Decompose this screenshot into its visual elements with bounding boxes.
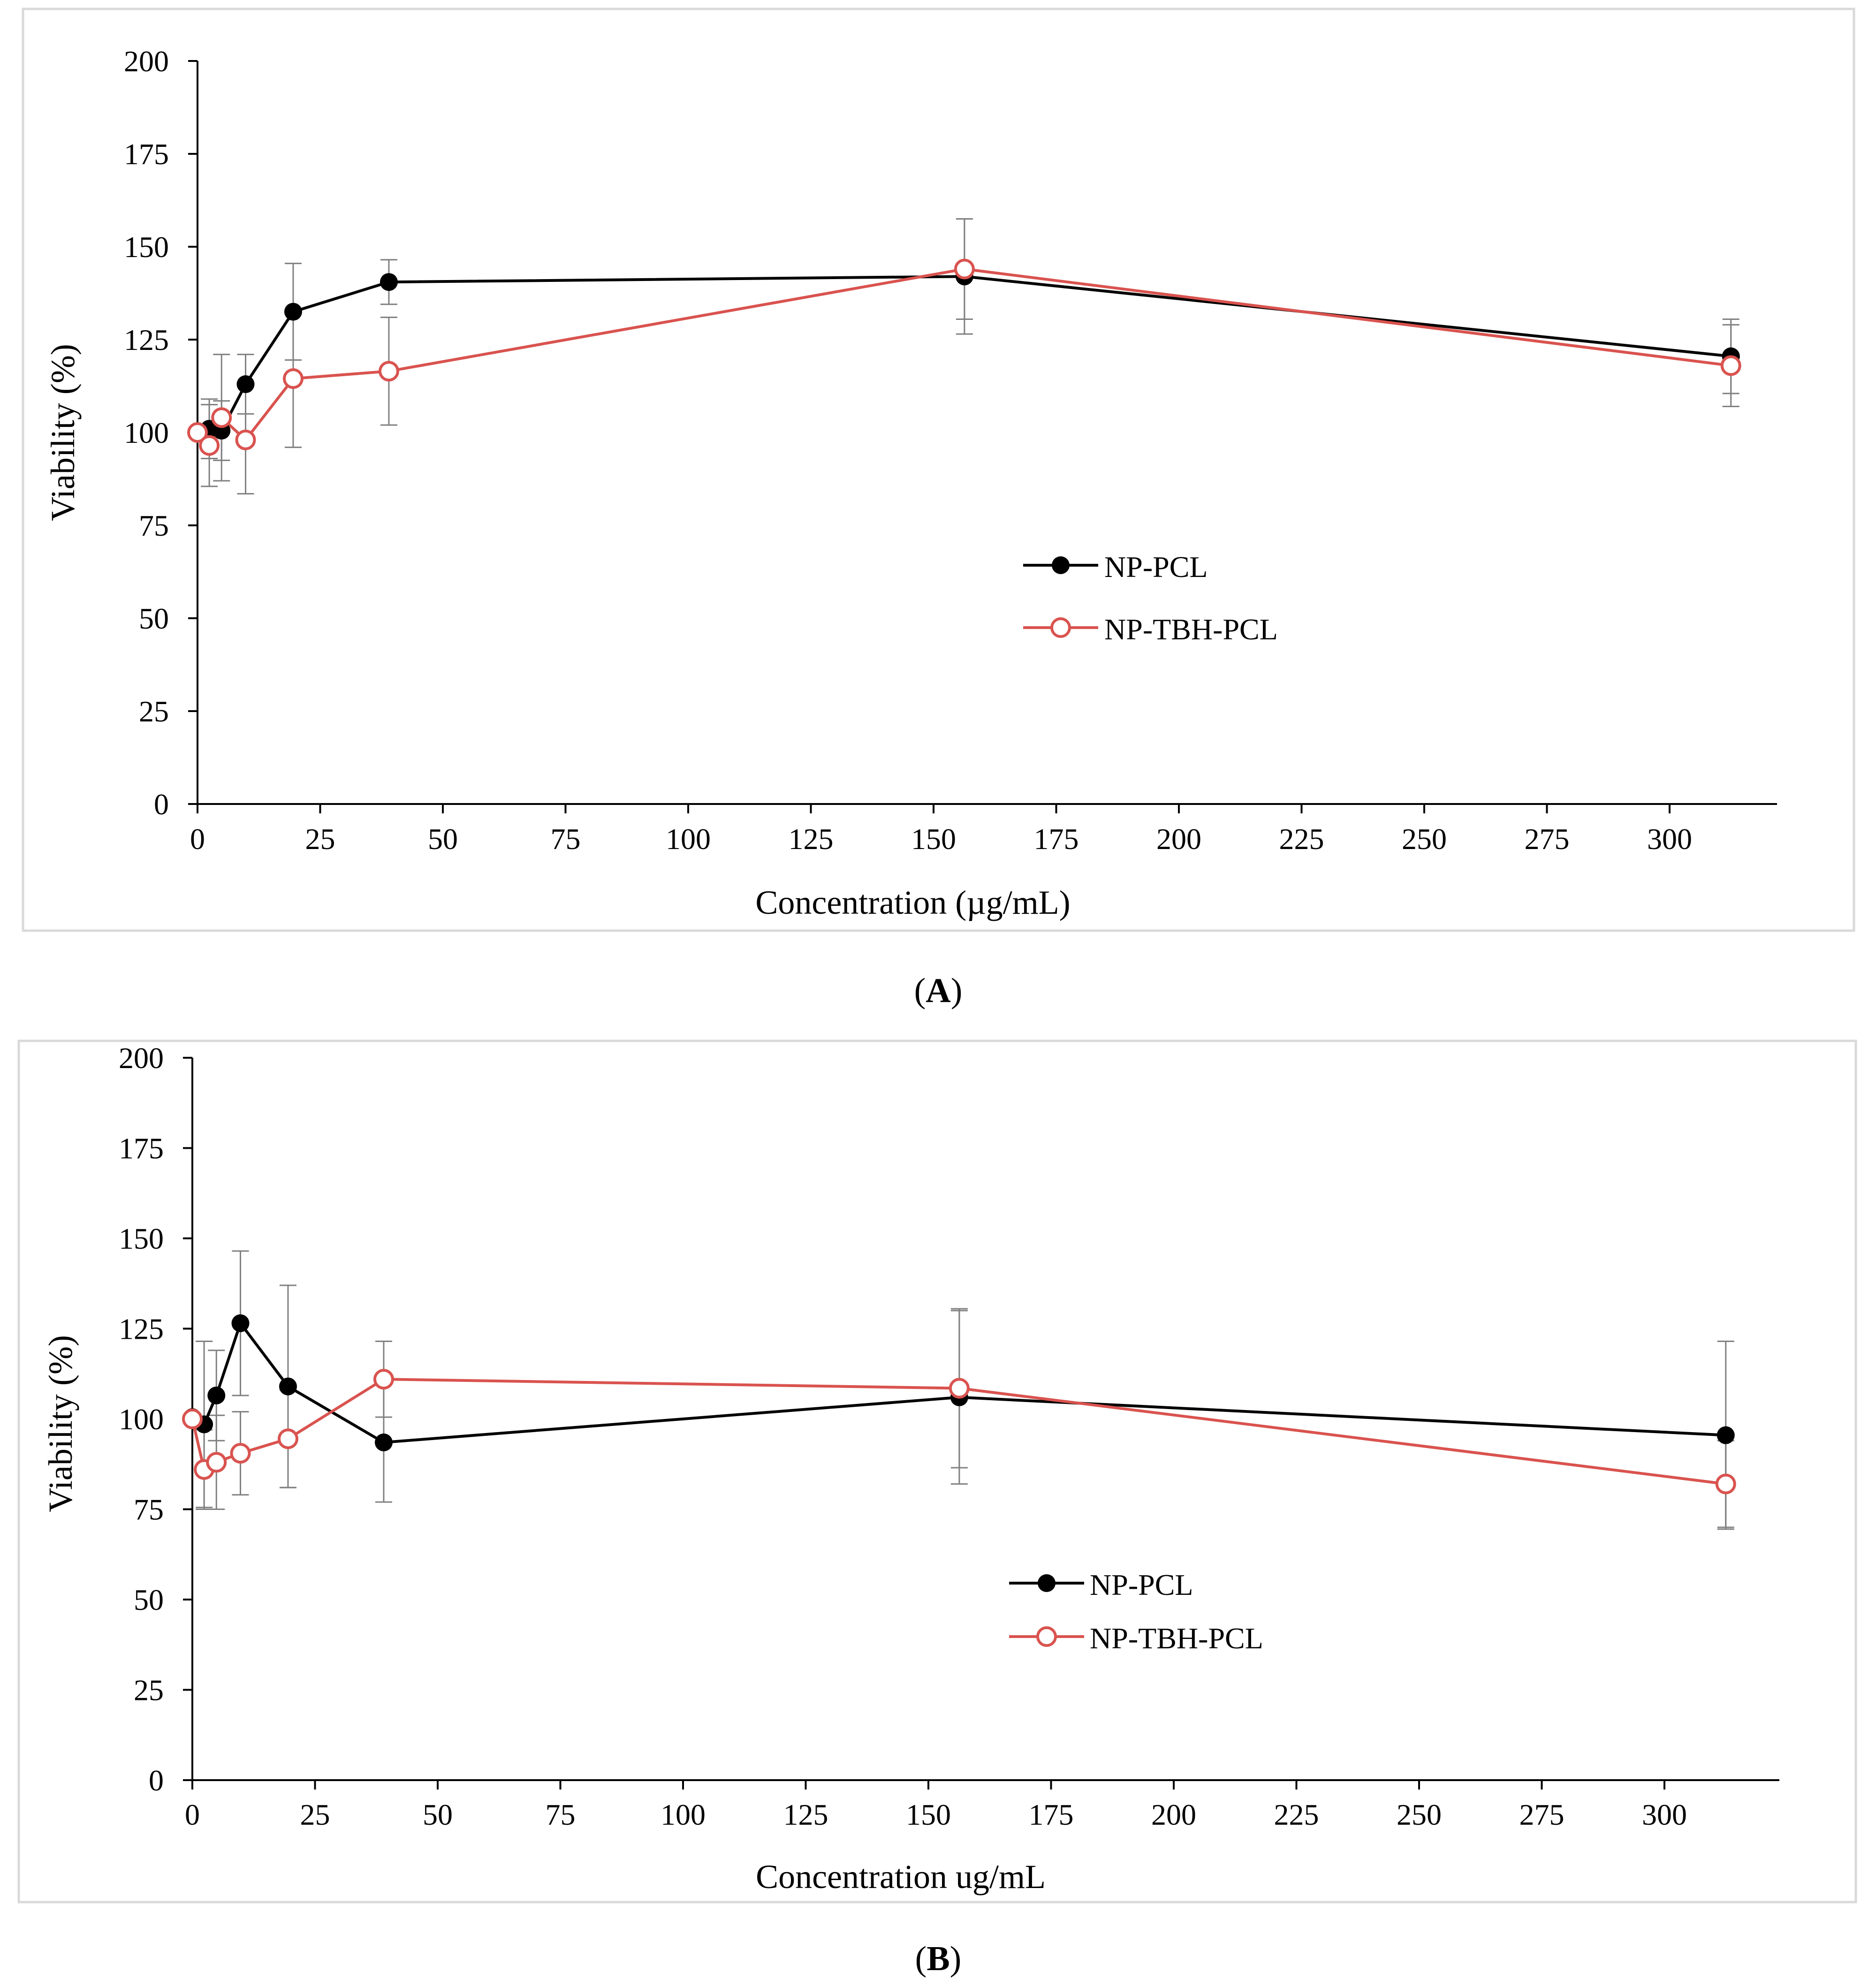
x-tick-label: 0	[185, 1798, 200, 1831]
legend-item-np-pcl: NP-PCL	[1023, 550, 1208, 584]
data-point-np-pcl	[374, 1433, 393, 1452]
y-tick-label: 25	[139, 695, 169, 728]
chart-frame-a	[22, 8, 1855, 932]
panel-label-a: (A)	[914, 971, 963, 1010]
x-tick-label: 50	[423, 1798, 453, 1831]
y-tick-label: 175	[119, 1132, 164, 1165]
legend-label-np-tbh-pcl: NP-TBH-PCL	[1104, 613, 1278, 646]
x-tick-label: 125	[783, 1798, 828, 1831]
legend-marker-np-pcl	[1038, 1574, 1056, 1592]
data-point-np-tbh-pcl	[1715, 1473, 1736, 1494]
x-tick-label: 200	[1156, 822, 1201, 856]
legend-label-np-pcl: NP-PCL	[1104, 550, 1208, 584]
chart-frame-b	[17, 1039, 1857, 1904]
data-point-np-pcl	[1717, 1426, 1735, 1444]
legend-item-np-tbh-pcl: NP-TBH-PCL	[1009, 1622, 1263, 1655]
legend-label-np-tbh-pcl: NP-TBH-PCL	[1090, 1622, 1263, 1655]
data-point-np-tbh-pcl	[206, 1452, 227, 1473]
data-points-b	[182, 1314, 1736, 1494]
data-point-np-tbh-pcl	[230, 1443, 251, 1464]
x-ticks-a: 0 25 50 75 100 125 150 175 200 225 250 275 300	[190, 804, 1692, 856]
x-ticks-b: 0 25 50 75 100 125 150 175 200 225 250 275 300	[185, 1780, 1687, 1831]
x-tick-label: 75	[546, 1798, 576, 1831]
x-tick-label: 175	[1034, 822, 1079, 856]
y-tick-label: 50	[139, 602, 169, 635]
data-point-np-tbh-pcl	[282, 368, 304, 389]
y-tick-label: 50	[134, 1583, 164, 1616]
x-tick-label: 75	[551, 822, 581, 856]
x-axis-label: Concentration ug/mL	[756, 1858, 1046, 1896]
legend-marker-np-tbh-pcl	[1036, 1626, 1057, 1647]
data-point-np-tbh-pcl	[211, 407, 232, 428]
data-point-np-tbh-pcl	[199, 435, 220, 456]
chart-panel-b: 0 25 50 75 100 125 150 175 200 0 25 50 75 100 125 150 1…	[17, 1039, 1857, 1904]
x-tick-label: 300	[1642, 1798, 1687, 1831]
x-tick-label: 25	[300, 1798, 330, 1831]
legend-b: NP-PCL NP-TBH-PCL	[1009, 1568, 1263, 1655]
y-tick-label: 100	[119, 1403, 164, 1436]
data-point-np-tbh-pcl	[954, 258, 975, 280]
x-tick-label: 225	[1274, 1798, 1319, 1831]
data-point-np-tbh-pcl	[187, 422, 208, 443]
panel-label-b: (B)	[915, 1940, 962, 1978]
x-tick-label: 200	[1151, 1798, 1196, 1831]
x-tick-label: 50	[428, 822, 458, 856]
y-ticks-a: 0 25 50 75 100 125 150 175 200	[124, 45, 197, 821]
data-point-np-tbh-pcl	[235, 429, 256, 450]
legend-marker-np-pcl	[1052, 556, 1070, 574]
data-points-a	[187, 258, 1741, 456]
x-tick-label: 0	[190, 822, 205, 856]
data-point-np-pcl	[279, 1377, 297, 1395]
x-tick-label: 125	[789, 822, 834, 856]
data-point-np-pcl	[284, 303, 302, 321]
legend-item-np-tbh-pcl: NP-TBH-PCL	[1023, 613, 1278, 646]
y-tick-label: 175	[124, 137, 169, 171]
y-tick-label: 25	[134, 1674, 164, 1707]
data-point-np-tbh-pcl	[1720, 355, 1741, 376]
y-tick-label: 125	[124, 323, 169, 356]
data-point-np-pcl	[207, 1386, 226, 1404]
y-tick-label: 100	[124, 416, 169, 449]
legend-label-np-pcl: NP-PCL	[1090, 1568, 1193, 1601]
data-point-np-tbh-pcl	[182, 1409, 203, 1429]
y-ticks-b: 0 25 50 75 100 125 150 175 200	[119, 1041, 192, 1797]
y-tick-label: 150	[124, 230, 169, 264]
y-axis-label: Viability (%)	[44, 344, 82, 521]
y-tick-label: 0	[149, 1764, 164, 1797]
data-point-np-tbh-pcl	[378, 361, 399, 382]
x-tick-label: 175	[1029, 1798, 1074, 1831]
x-tick-label: 275	[1519, 1798, 1565, 1831]
x-tick-label: 300	[1647, 822, 1692, 856]
y-tick-label: 200	[119, 1041, 164, 1075]
x-tick-label: 150	[911, 822, 956, 856]
y-tick-label: 150	[119, 1222, 164, 1255]
legend-marker-np-tbh-pcl	[1050, 617, 1071, 638]
data-point-np-pcl	[231, 1314, 250, 1332]
x-tick-label: 275	[1525, 822, 1570, 856]
legend-a: NP-PCL NP-TBH-PCL	[1023, 550, 1278, 646]
x-tick-label: 250	[1402, 822, 1447, 856]
data-point-np-pcl	[236, 375, 255, 394]
y-tick-label: 200	[124, 45, 169, 78]
chart-panel-a: 0 25 50 75 100 125 150 175 200 0 25 50 75 100 125 150 1…	[22, 8, 1855, 932]
x-tick-label: 150	[906, 1798, 951, 1831]
y-axis-label: Viability (%)	[42, 1335, 79, 1512]
data-point-np-pcl	[380, 273, 398, 291]
y-tick-label: 125	[119, 1312, 164, 1346]
x-axis-label: Concentration (µg/mL)	[755, 884, 1070, 921]
x-tick-label: 25	[305, 822, 335, 856]
y-tick-label: 75	[134, 1493, 164, 1526]
legend-item-np-pcl: NP-PCL	[1009, 1568, 1193, 1601]
x-tick-label: 225	[1279, 822, 1324, 856]
data-point-np-tbh-pcl	[373, 1369, 394, 1390]
data-point-np-tbh-pcl	[949, 1378, 970, 1399]
y-tick-label: 75	[139, 509, 169, 542]
x-tick-label: 100	[661, 1798, 706, 1831]
x-tick-label: 100	[666, 822, 711, 856]
data-point-np-tbh-pcl	[277, 1428, 298, 1449]
y-tick-label: 0	[154, 788, 169, 821]
x-tick-label: 250	[1397, 1798, 1442, 1831]
